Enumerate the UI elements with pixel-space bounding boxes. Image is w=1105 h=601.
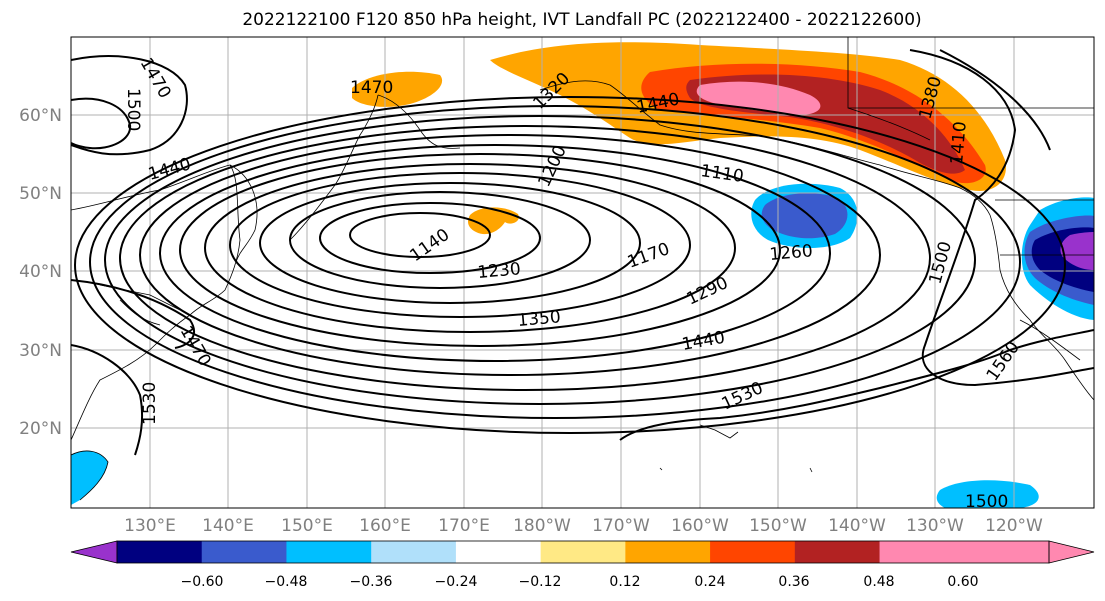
lon-label: 130°E	[124, 516, 176, 536]
lon-label: 160°E	[359, 516, 411, 536]
negative-ivt-core-mid-pacific	[761, 193, 848, 239]
colorbar-tick-label: 0.36	[778, 574, 809, 590]
contour-label: 1260	[769, 241, 814, 265]
lat-label: 20°N	[19, 419, 62, 439]
colorbar-box	[794, 541, 881, 563]
colorbar-tick-label: 0.12	[609, 574, 640, 590]
lon-label: 160°W	[671, 516, 729, 536]
lon-label: 140°W	[828, 516, 886, 536]
contour-label: 1410	[947, 121, 971, 166]
lon-label: 180°W	[513, 516, 571, 536]
lon-label: 120°W	[985, 516, 1043, 536]
contour-label: 1530	[140, 382, 160, 425]
figure-title: 2022122100 F120 850 hPa height, IVT Land…	[242, 10, 921, 30]
colorbar-box	[710, 541, 796, 563]
contour-label: 1470	[350, 78, 393, 98]
colorbar-tick-label: −0.36	[350, 574, 393, 590]
colorbar-tick-label: 0.24	[694, 574, 725, 590]
lon-label: 140°E	[202, 516, 254, 536]
colorbar-boxes	[117, 541, 1050, 563]
lat-label: 50°N	[19, 184, 62, 204]
colorbar: −0.60 −0.48 −0.36 −0.24 −0.12 0.12 0.24 …	[70, 540, 1095, 590]
lon-label: 150°W	[749, 516, 807, 536]
colorbar-box	[371, 541, 457, 563]
lon-label: 170°W	[592, 516, 650, 536]
colorbar-min-extend	[70, 540, 118, 564]
contour-label: 1500	[123, 88, 143, 131]
colorbar-tick-label: 0.60	[947, 574, 978, 590]
contour-label: 1230	[477, 259, 522, 283]
lat-labels: 60°N 50°N 40°N 30°N 20°N	[19, 106, 62, 439]
colorbar-tick-label: −0.24	[435, 574, 478, 590]
colorbar-box	[625, 541, 711, 563]
colorbar-box	[964, 541, 1050, 563]
contour-label: 1500	[965, 492, 1008, 512]
lon-label: 150°E	[281, 516, 333, 536]
lat-label: 40°N	[19, 262, 62, 282]
negative-ivt-region-baja	[936, 480, 1039, 508]
colorbar-box	[879, 541, 965, 563]
negative-ivt-max-us-west	[1060, 232, 1094, 270]
lon-label: 130°W	[906, 516, 964, 536]
lon-labels: 130°E 140°E 150°E 160°E 170°E 180°W 170°…	[124, 516, 1043, 536]
colorbar-box	[455, 541, 542, 563]
colorbar-box	[286, 541, 372, 563]
colorbar-max-extend	[1048, 540, 1095, 564]
positive-ivt-blob-central-pacific	[468, 207, 519, 235]
colorbar-outline	[116, 540, 1050, 564]
map-panel: 1470 1500 1470 1440 1320 1440 1380 1410 …	[71, 37, 1094, 512]
map-frame	[70, 36, 1095, 509]
colorbar-box	[201, 541, 287, 563]
colorbar-tick-label: −0.12	[519, 574, 562, 590]
lat-label: 30°N	[19, 341, 62, 361]
max-positive-ivt-core	[696, 81, 821, 115]
colorbar-tick-label: 0.48	[863, 574, 894, 590]
lat-label: 60°N	[19, 106, 62, 126]
colorbar-box	[540, 541, 626, 563]
colorbar-tick-label: −0.48	[265, 574, 308, 590]
colorbar-ticks: −0.60 −0.48 −0.36 −0.24 −0.12 0.12 0.24 …	[181, 574, 979, 590]
colorbar-box	[117, 541, 203, 563]
lon-label: 170°E	[438, 516, 490, 536]
positive-ivt-blob-kamchatka	[352, 71, 443, 107]
height-contours	[71, 49, 1094, 456]
negative-ivt-region-south-china-sea	[71, 450, 108, 505]
contour-label: 1350	[517, 307, 562, 331]
colorbar-tick-label: −0.60	[181, 574, 224, 590]
